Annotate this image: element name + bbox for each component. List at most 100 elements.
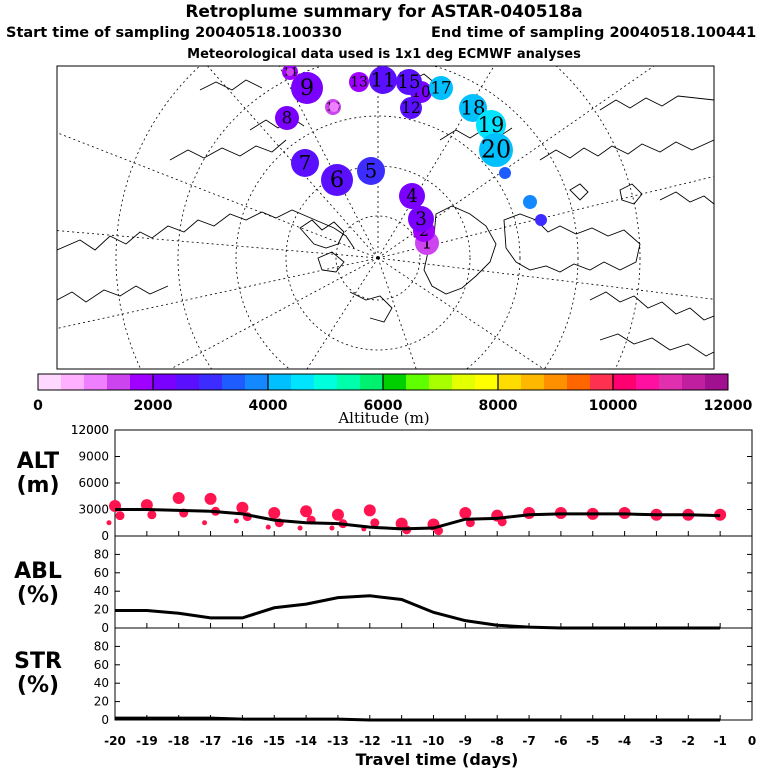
alt-cloud-point bbox=[147, 510, 157, 520]
x-tick-label: -17 bbox=[200, 734, 222, 748]
panel-ylabel: (%) bbox=[17, 673, 59, 698]
start-time: Start time of sampling 20040518.100330 bbox=[6, 25, 342, 41]
abl-line bbox=[115, 594, 721, 630]
x-tick-label: -4 bbox=[618, 734, 631, 748]
plume-point-label: 19 bbox=[478, 113, 505, 137]
colorbar-tick-label: 12000 bbox=[704, 398, 753, 414]
plume-point-label: 11 bbox=[371, 68, 396, 91]
alt-cloud-point bbox=[363, 504, 376, 517]
plume-point-label: 6 bbox=[330, 167, 344, 193]
plume-point-label: 20 bbox=[481, 136, 511, 164]
colorbar-cell bbox=[636, 374, 660, 390]
panel-ylabel: ABL bbox=[14, 559, 62, 584]
colorbar-tick-label: 8000 bbox=[479, 398, 518, 414]
plume-point bbox=[408, 206, 434, 232]
plume-point-label: 18 bbox=[461, 96, 486, 119]
alt-cloud-point bbox=[370, 518, 380, 528]
chart-title: Retroplume summary for ASTAR-040518a bbox=[185, 2, 583, 22]
alt-cloud-point bbox=[202, 520, 208, 526]
colorbar-cell bbox=[199, 374, 223, 390]
y-tick-label: 80 bbox=[94, 639, 109, 653]
plume-points: 1234567891011121314151617181920 bbox=[275, 66, 547, 255]
met-data-note: Meteorological data used is 1x1 deg ECMW… bbox=[187, 47, 581, 62]
colorbar-cell bbox=[84, 374, 108, 390]
alt-cloud-point bbox=[265, 524, 271, 530]
map-grid: 1234567891011121314151617181920 bbox=[57, 66, 714, 369]
alt-cloud-point bbox=[497, 517, 507, 527]
x-axis-label: Travel time (days) bbox=[356, 750, 519, 768]
x-tick-label: -20 bbox=[104, 734, 126, 748]
alt-cloud-point bbox=[268, 507, 281, 520]
coastlines bbox=[57, 71, 714, 357]
panel-ylabel: STR bbox=[14, 649, 62, 674]
colorbar-tick-label: 0 bbox=[33, 398, 43, 414]
colorbar-tick-label: 10000 bbox=[589, 398, 638, 414]
plume-point bbox=[429, 76, 453, 100]
plume-point bbox=[291, 72, 323, 104]
alt-cloud-point bbox=[297, 525, 303, 531]
x-tick-label: -2 bbox=[682, 734, 695, 748]
colorbar-cell bbox=[521, 374, 545, 390]
colorbar-cell bbox=[590, 374, 614, 390]
plume-point bbox=[476, 110, 506, 140]
colorbar-cell bbox=[291, 374, 315, 390]
plume-point-label: 8 bbox=[282, 107, 293, 127]
plume-minor-point bbox=[535, 214, 547, 226]
x-tick-label: 0 bbox=[748, 734, 756, 748]
colorbar-label: Altitude (m) bbox=[337, 409, 429, 427]
y-tick-label: 0 bbox=[101, 621, 109, 635]
y-tick-label: 12000 bbox=[71, 423, 109, 437]
alt-cloud-point bbox=[300, 505, 313, 518]
plume-point bbox=[369, 66, 397, 94]
colorbar-cell bbox=[337, 374, 361, 390]
y-tick-label: 3000 bbox=[78, 503, 109, 517]
colorbar-cell bbox=[452, 374, 476, 390]
x-tick-label: -11 bbox=[391, 734, 413, 748]
x-tick-label: -12 bbox=[359, 734, 381, 748]
colorbar-cell bbox=[360, 374, 384, 390]
colorbar-tick-label: 2000 bbox=[134, 398, 173, 414]
colorbar-cell bbox=[682, 374, 706, 390]
plume-point bbox=[400, 97, 422, 119]
colorbar-cell bbox=[245, 374, 269, 390]
panel-ylabel: (m) bbox=[16, 473, 59, 498]
alt-cloud-point bbox=[233, 518, 239, 524]
plume-point-label: 17 bbox=[430, 77, 451, 97]
plume-minor-point bbox=[523, 195, 537, 209]
plume-point bbox=[396, 69, 422, 95]
colorbar-cell bbox=[705, 374, 729, 390]
colorbar-cell bbox=[475, 374, 499, 390]
y-tick-label: 40 bbox=[94, 676, 109, 690]
colorbar-cell bbox=[383, 374, 407, 390]
x-tick-label: -9 bbox=[459, 734, 472, 748]
alt-cloud-point bbox=[236, 501, 249, 514]
colorbar-cell bbox=[406, 374, 430, 390]
plume-minor-point bbox=[499, 167, 511, 179]
colorbar-tick-label: 4000 bbox=[249, 398, 288, 414]
colorbar-cell bbox=[38, 374, 62, 390]
y-tick-label: 80 bbox=[94, 547, 109, 561]
end-time: End time of sampling 20040518.100441 bbox=[431, 25, 757, 41]
plume-point bbox=[479, 133, 513, 167]
y-tick-label: 60 bbox=[94, 658, 109, 672]
alt-cloud-point bbox=[329, 525, 335, 531]
colorbar-cell bbox=[107, 374, 131, 390]
x-tick-label: -19 bbox=[136, 734, 158, 748]
alt-cloud-point bbox=[115, 511, 125, 521]
x-tick-label: -3 bbox=[650, 734, 663, 748]
x-tick-label: -6 bbox=[554, 734, 567, 748]
map-panel: 1234567891011121314151617181920 bbox=[56, 65, 715, 370]
y-tick-label: 20 bbox=[94, 695, 109, 709]
plume-point bbox=[275, 106, 299, 130]
plume-point-label: 15 bbox=[397, 72, 420, 93]
time-series-panels: ALT(m)ABL(%)STR(%) 030006000900012000120… bbox=[14, 423, 756, 768]
plume-point bbox=[321, 164, 353, 196]
plume-point-label: 7 bbox=[299, 151, 311, 174]
plume-point-label: 3 bbox=[415, 209, 427, 230]
altitude-colorbar: 0 2000 4000 6000 8000 10000 12000 Altitude (m) bbox=[33, 373, 753, 427]
y-tick-label: 40 bbox=[94, 584, 109, 598]
alt-cloud-point bbox=[459, 507, 472, 520]
plume-minor-point bbox=[329, 102, 339, 112]
alt-cloud-point bbox=[172, 492, 185, 505]
